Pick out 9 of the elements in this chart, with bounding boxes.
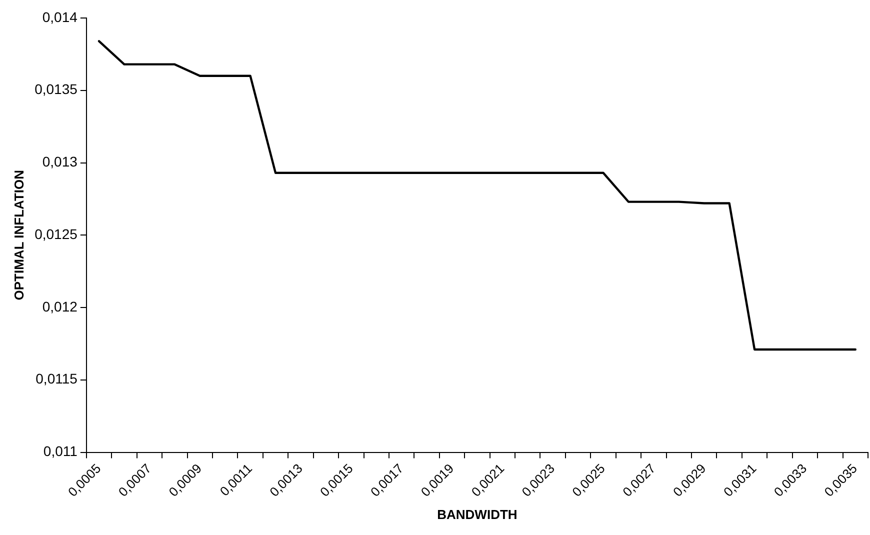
y-tick-label: 0,0125 — [34, 226, 78, 242]
x-axis-title: BANDWIDTH — [437, 506, 518, 522]
y-tick-label: 0,0135 — [34, 81, 78, 98]
y-axis-title: OPTIMAL INFLATION — [11, 170, 26, 300]
y-tick-label: 0,0115 — [36, 370, 78, 387]
y-tick-label: 0,013 — [42, 154, 78, 170]
y-tick-label: 0,012 — [42, 298, 78, 314]
y-tick-label: 0,011 — [43, 443, 78, 460]
y-tick-label: 0,014 — [42, 8, 78, 25]
